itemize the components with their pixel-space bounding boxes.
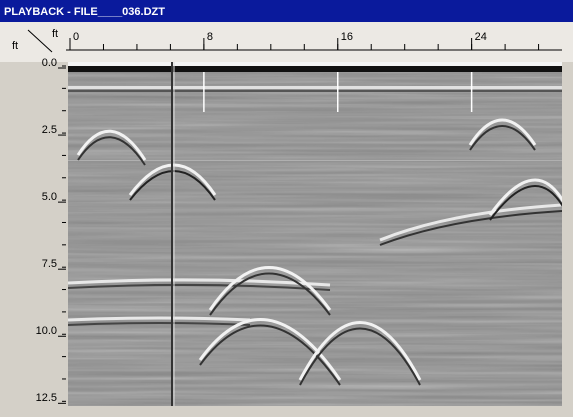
ruler-area [0,22,573,62]
y-tick-label: 0.0 [42,57,57,69]
surface-band [68,62,562,66]
x-tick-label: 16 [341,31,353,43]
window-title: PLAYBACK - FILE____036.DZT [4,6,165,18]
x-unit: ft [52,28,58,40]
y-tick-label: 7.5 [42,258,57,270]
surface-band [68,66,562,72]
layer-band [68,90,562,92]
y-tick-label: 5.0 [42,191,57,203]
layer-band [68,86,562,89]
x-tick-label: 0 [73,31,79,43]
y-tick-label: 2.5 [42,124,57,136]
page: PLAYBACK - FILE____036.DZT ft ft [0,0,573,412]
x-tick-label: 8 [207,31,213,43]
x-tick-label: 24 [475,31,487,43]
y-unit: ft [12,40,18,52]
y-tick-label: 10.0 [36,325,57,337]
y-tick-label: 12.5 [36,392,57,404]
playback-window: PLAYBACK - FILE____036.DZT ft ft [0,0,573,412]
radargram [68,62,570,406]
